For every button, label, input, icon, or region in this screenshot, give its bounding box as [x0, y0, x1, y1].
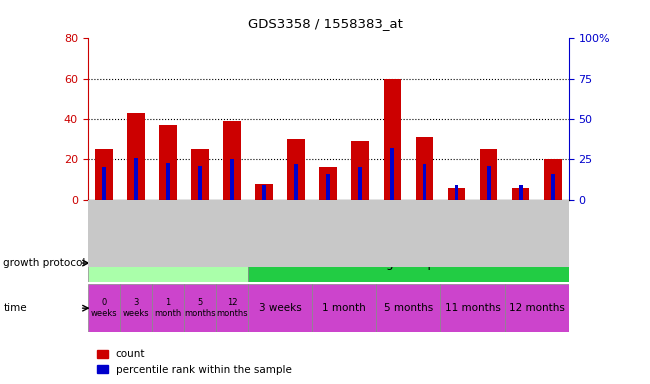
Bar — [248, 244, 569, 282]
Bar — [255, 184, 273, 200]
Bar — [159, 125, 177, 200]
Text: 0
weeks: 0 weeks — [90, 298, 117, 318]
Text: time: time — [3, 303, 27, 313]
Bar — [422, 164, 426, 200]
Bar — [88, 244, 248, 282]
Text: growth protocol: growth protocol — [3, 258, 86, 268]
Bar — [504, 284, 569, 332]
Bar — [191, 149, 209, 200]
Bar — [120, 284, 152, 332]
Bar — [230, 159, 234, 200]
Bar — [376, 284, 441, 332]
Bar — [352, 141, 369, 200]
Bar — [480, 149, 497, 200]
Bar — [326, 174, 330, 200]
Bar — [95, 149, 112, 200]
Text: androgen-deprived: androgen-deprived — [352, 257, 465, 270]
Bar — [134, 158, 138, 200]
Bar — [198, 166, 202, 200]
Text: 1 month: 1 month — [322, 303, 366, 313]
Bar — [448, 188, 465, 200]
Text: 1
month: 1 month — [154, 298, 181, 318]
Text: control: control — [148, 257, 188, 270]
Bar — [166, 162, 170, 200]
Text: 3
weeks: 3 weeks — [123, 298, 149, 318]
Bar — [152, 284, 184, 332]
Bar — [294, 164, 298, 200]
Bar — [319, 167, 337, 200]
Bar — [216, 284, 248, 332]
Bar — [544, 159, 562, 200]
Legend: count, percentile rank within the sample: count, percentile rank within the sample — [93, 345, 296, 379]
Bar — [441, 284, 504, 332]
Text: GDS3358 / 1558383_at: GDS3358 / 1558383_at — [248, 17, 402, 30]
Bar — [248, 284, 312, 332]
Bar — [384, 79, 401, 200]
Bar — [312, 284, 376, 332]
Text: 5 months: 5 months — [384, 303, 433, 313]
Bar — [184, 284, 216, 332]
Bar — [454, 185, 458, 200]
Bar — [358, 167, 362, 200]
Bar — [551, 174, 554, 200]
Text: 11 months: 11 months — [445, 303, 500, 313]
Bar — [223, 121, 241, 200]
Bar — [102, 167, 106, 200]
Bar — [287, 139, 305, 200]
Text: 3 weeks: 3 weeks — [259, 303, 302, 313]
Bar — [415, 137, 434, 200]
Bar — [519, 185, 523, 200]
Bar — [487, 166, 491, 200]
Bar — [127, 113, 145, 200]
Bar — [262, 185, 266, 200]
Text: 5
months: 5 months — [184, 298, 216, 318]
Bar — [391, 148, 395, 200]
Bar — [512, 188, 530, 200]
Text: 12 months: 12 months — [509, 303, 565, 313]
Text: 12
months: 12 months — [216, 298, 248, 318]
Bar — [88, 284, 120, 332]
